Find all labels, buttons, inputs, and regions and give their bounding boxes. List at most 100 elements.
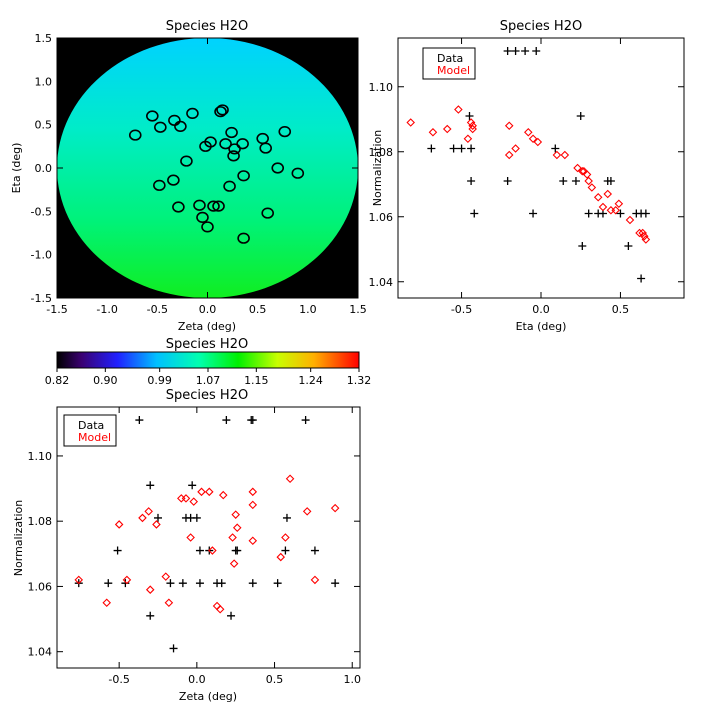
- model-point: [208, 546, 217, 555]
- model-point: [138, 513, 147, 523]
- data-point: [551, 144, 560, 153]
- heatmap-ytick-label: 0.5: [35, 119, 53, 132]
- legend-box: [63, 414, 117, 447]
- data-point: [178, 579, 187, 588]
- data-point: [584, 209, 593, 218]
- colorbar: Species H2O 0.82 0.90 0.99 1.07 1.15 1.24 1.32: [45, 337, 372, 387]
- station-marker: [207, 200, 220, 212]
- model-point: [281, 533, 290, 542]
- scatter-zeta-ytick-label: 1.08: [28, 515, 53, 528]
- data-point: [616, 209, 625, 218]
- data-point: [301, 416, 310, 425]
- station-marker: [186, 107, 199, 119]
- station-marker: [271, 162, 285, 174]
- data-point: [169, 644, 178, 653]
- station-marker: [167, 174, 180, 186]
- heatmap-xtick-label: 1.5: [349, 303, 367, 316]
- heatmap-xtick-label: -1.5: [46, 303, 67, 316]
- model-point: [587, 183, 597, 192]
- model-point: [186, 533, 195, 542]
- data-point: [571, 177, 580, 185]
- data-point: [449, 144, 458, 153]
- model-point: [189, 497, 199, 506]
- model-point: [330, 503, 340, 513]
- heatmap-ylabel: Eta (deg): [10, 143, 23, 194]
- heatmap-xtick-label: 0.5: [249, 303, 267, 316]
- data-point: [529, 209, 538, 218]
- model-point: [611, 205, 620, 215]
- data-point: [511, 47, 520, 55]
- model-point: [641, 235, 651, 244]
- model-point: [584, 176, 593, 186]
- model-point: [504, 150, 514, 160]
- model-point: [593, 192, 603, 202]
- model-point: [625, 215, 635, 225]
- scatter-zeta-ytick-label: 1.06: [28, 580, 53, 593]
- scatter-eta-ylabel: Normalization: [371, 130, 384, 206]
- model-point: [533, 137, 543, 147]
- data-point: [227, 611, 236, 620]
- model-point: [161, 572, 171, 581]
- model-point: [228, 533, 237, 542]
- model-point: [181, 494, 191, 503]
- station-marker: [180, 155, 193, 167]
- model-point: [276, 552, 286, 562]
- station-marker: [223, 180, 236, 192]
- scatter-eta-content: -0.5 0.0 0.5 1.04 1.06 1.08 1.10: [369, 38, 684, 316]
- scatter-eta-title: Species H2O: [500, 19, 582, 34]
- heatmap-xlabel: Zeta (deg): [178, 320, 236, 333]
- station-marker: [196, 211, 209, 223]
- colorbar-tick-label: 1.24: [298, 374, 323, 387]
- heatmap-xtick-label: 1.0: [299, 303, 317, 316]
- colorbar-gradient: [56, 351, 360, 369]
- scatter-eta-xtick-label: 0.5: [612, 303, 630, 316]
- data-point: [166, 579, 175, 588]
- data-point: [606, 177, 615, 185]
- data-point: [503, 177, 512, 185]
- scatter-zeta-content: -0.5 0.0 0.5 1.0 1.04 1.06 1.08 1.10: [28, 407, 361, 686]
- station-marker: [278, 126, 292, 138]
- data-point: [113, 546, 122, 555]
- station-marker: [236, 138, 249, 150]
- scatter-zeta-ytick-label: 1.04: [28, 646, 53, 659]
- scatter-zeta-xlabel: Zeta (deg): [179, 690, 237, 703]
- heatmap-ytick-label: 1.5: [35, 32, 53, 45]
- data-point: [248, 416, 257, 425]
- scatter-eta-frame: [397, 37, 685, 299]
- scatter-zeta-frame: [56, 406, 361, 669]
- station-marker: [212, 200, 225, 212]
- station-marker: [237, 232, 250, 244]
- heatmap-panel: Species H2O -1.5 -1.0 -0.5 0.0 0.5 1.0 1.5-1.5…: [10, 19, 367, 333]
- legend-data-label: Data: [78, 419, 104, 432]
- data-point: [641, 209, 650, 218]
- station-marker: [225, 126, 238, 139]
- data-point: [532, 47, 541, 55]
- model-point: [635, 228, 644, 238]
- data-point: [192, 513, 201, 522]
- model-point: [640, 231, 649, 241]
- model-point: [406, 118, 415, 127]
- station-marker: [128, 129, 142, 141]
- data-point: [217, 579, 226, 588]
- data-point: [467, 144, 476, 153]
- model-point: [152, 520, 161, 529]
- station-markers: [128, 104, 305, 244]
- model-point: [145, 585, 155, 594]
- model-point: [218, 490, 228, 500]
- heatmap-xtick-label: -1.0: [96, 303, 117, 316]
- station-marker: [153, 179, 166, 191]
- model-point: [164, 598, 174, 608]
- station-marker: [174, 120, 187, 132]
- colorbar-tick-label: 1.07: [196, 374, 221, 387]
- model-point: [248, 500, 258, 510]
- model-point: [74, 575, 84, 585]
- model-point: [215, 604, 225, 614]
- station-marker: [259, 142, 272, 154]
- station-marker: [228, 143, 241, 155]
- data-point: [121, 579, 130, 588]
- model-point: [598, 202, 608, 212]
- data-point: [465, 112, 474, 120]
- data-point: [222, 416, 231, 425]
- model-point: [229, 559, 239, 568]
